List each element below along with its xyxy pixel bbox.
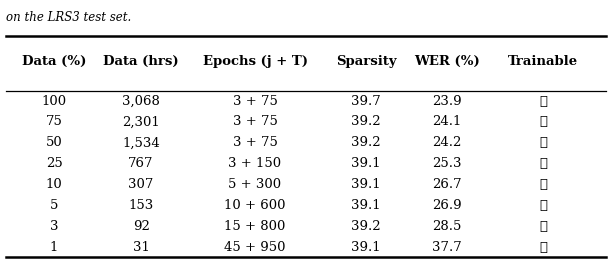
Text: 39.2: 39.2 xyxy=(351,220,381,233)
Text: 100: 100 xyxy=(42,95,67,107)
Text: 24.2: 24.2 xyxy=(432,136,461,149)
Text: 26.7: 26.7 xyxy=(432,178,462,191)
Text: 92: 92 xyxy=(133,220,149,233)
Text: 39.1: 39.1 xyxy=(351,199,381,212)
Text: 3,068: 3,068 xyxy=(122,95,160,107)
Text: 31: 31 xyxy=(133,240,149,254)
Text: 3: 3 xyxy=(50,220,58,233)
Text: 5 + 300: 5 + 300 xyxy=(228,178,282,191)
Text: 39.1: 39.1 xyxy=(351,240,381,254)
Text: 25: 25 xyxy=(46,157,62,170)
Text: 3 + 150: 3 + 150 xyxy=(228,157,282,170)
Text: ✓: ✓ xyxy=(539,157,547,170)
Text: 24.1: 24.1 xyxy=(432,116,461,128)
Text: Sparsity: Sparsity xyxy=(335,55,397,68)
Text: 2,301: 2,301 xyxy=(122,116,160,128)
Text: 28.5: 28.5 xyxy=(432,220,461,233)
Text: 39.1: 39.1 xyxy=(351,178,381,191)
Text: 153: 153 xyxy=(129,199,154,212)
Text: WER (%): WER (%) xyxy=(414,55,480,68)
Text: Epochs (j + T): Epochs (j + T) xyxy=(203,55,307,68)
Text: 39.2: 39.2 xyxy=(351,136,381,149)
Text: 25.3: 25.3 xyxy=(432,157,461,170)
Text: 3 + 75: 3 + 75 xyxy=(233,116,277,128)
Text: ✓: ✓ xyxy=(539,240,547,254)
Text: 767: 767 xyxy=(129,157,154,170)
Text: Data (%): Data (%) xyxy=(22,55,86,68)
Text: Trainable: Trainable xyxy=(508,55,578,68)
Text: 26.9: 26.9 xyxy=(432,199,462,212)
Text: 15 + 800: 15 + 800 xyxy=(225,220,286,233)
Text: 10: 10 xyxy=(46,178,62,191)
Text: ✓: ✓ xyxy=(539,116,547,128)
Text: 3 + 75: 3 + 75 xyxy=(233,95,277,107)
Text: 10 + 600: 10 + 600 xyxy=(224,199,286,212)
Text: 50: 50 xyxy=(46,136,62,149)
Text: ✓: ✓ xyxy=(539,178,547,191)
Text: ✓: ✓ xyxy=(539,136,547,149)
Text: 307: 307 xyxy=(129,178,154,191)
Text: 3 + 75: 3 + 75 xyxy=(233,136,277,149)
Text: Data (hrs): Data (hrs) xyxy=(103,55,179,68)
Text: 39.1: 39.1 xyxy=(351,157,381,170)
Text: 39.2: 39.2 xyxy=(351,116,381,128)
Text: ✓: ✓ xyxy=(539,220,547,233)
Text: ✓: ✓ xyxy=(539,95,547,107)
Text: 1,534: 1,534 xyxy=(122,136,160,149)
Text: 5: 5 xyxy=(50,199,58,212)
Text: ✓: ✓ xyxy=(539,199,547,212)
Text: 37.7: 37.7 xyxy=(432,240,462,254)
Text: 75: 75 xyxy=(46,116,62,128)
Text: 1: 1 xyxy=(50,240,58,254)
Text: 23.9: 23.9 xyxy=(432,95,462,107)
Text: 45 + 950: 45 + 950 xyxy=(224,240,286,254)
Text: 39.7: 39.7 xyxy=(351,95,381,107)
Text: on the LRS3 test set.: on the LRS3 test set. xyxy=(6,10,132,24)
